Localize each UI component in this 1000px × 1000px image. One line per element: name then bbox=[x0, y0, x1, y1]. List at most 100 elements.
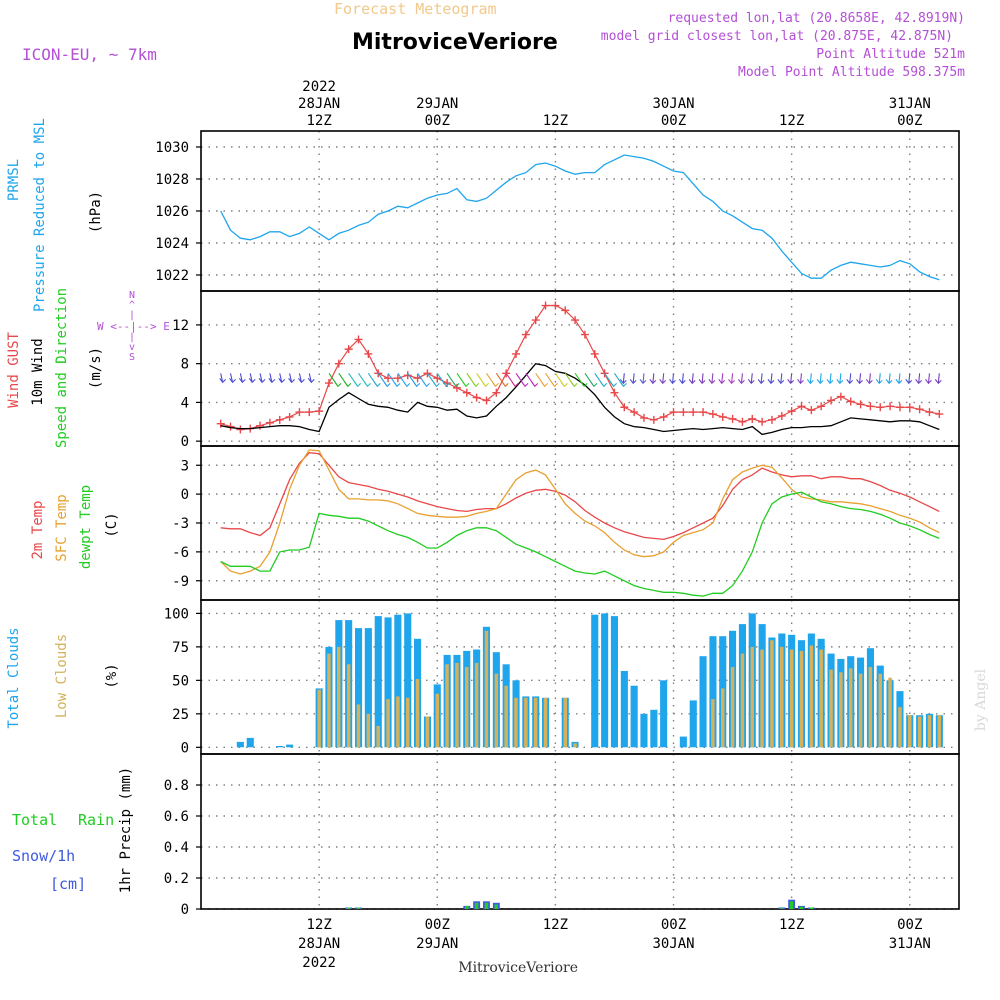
gust-marker bbox=[393, 374, 402, 383]
wind-direction-arrow bbox=[934, 373, 942, 385]
wind-direction-arrow bbox=[417, 373, 430, 388]
y-label-unit: (%) bbox=[104, 663, 120, 688]
gust-marker bbox=[748, 414, 757, 423]
gust-marker bbox=[738, 417, 747, 426]
gust-marker bbox=[531, 316, 540, 325]
wind-direction-arrow bbox=[875, 373, 883, 385]
wind-direction-arrow bbox=[885, 373, 893, 385]
wind-direction-arrow bbox=[298, 373, 305, 384]
wind-direction-arrow bbox=[698, 373, 706, 385]
wind-direction-arrow bbox=[574, 373, 588, 388]
gust-marker bbox=[344, 345, 353, 354]
y-tick-label: -6 bbox=[172, 545, 189, 561]
wind-direction-arrow bbox=[377, 373, 391, 388]
wind-direction-arrow bbox=[288, 373, 295, 384]
low-cloud-bar bbox=[327, 653, 331, 748]
wind-direction-arrow bbox=[678, 373, 686, 385]
low-cloud-bar bbox=[730, 667, 735, 748]
gust-marker bbox=[866, 402, 875, 411]
low-cloud-bar bbox=[780, 646, 784, 748]
gust-marker bbox=[699, 408, 708, 417]
gust-marker bbox=[817, 402, 826, 411]
total-cloud-bar bbox=[660, 680, 668, 748]
gust-marker bbox=[915, 405, 924, 414]
low-cloud-bar bbox=[848, 668, 853, 748]
gust-marker bbox=[886, 402, 895, 411]
gust-marker bbox=[590, 349, 599, 358]
low-cloud-bar bbox=[721, 688, 725, 748]
gust-marker bbox=[767, 415, 776, 424]
top-time-label: 2022 bbox=[302, 79, 336, 95]
low-cloud-bar bbox=[573, 743, 577, 748]
requested-coords: requested lon,lat (20.8658E, 42.8919N) bbox=[668, 11, 965, 26]
gust-marker bbox=[541, 301, 550, 310]
low-cloud-bar bbox=[927, 715, 932, 748]
bottom-time-label: 31JAN bbox=[889, 936, 931, 952]
wind-direction-arrow bbox=[268, 373, 276, 384]
rain-bar bbox=[494, 904, 498, 909]
compass-north: N bbox=[129, 290, 135, 301]
y-label-precip: 1hr Precip (mm) bbox=[118, 767, 134, 893]
gust-marker bbox=[718, 412, 727, 421]
wind-direction-arrow bbox=[718, 373, 726, 385]
faint-title: Forecast Meteogram bbox=[334, 0, 497, 18]
low-cloud-bar bbox=[563, 697, 567, 748]
gust-marker bbox=[462, 388, 471, 397]
y-tick-label: 0.6 bbox=[164, 809, 189, 825]
total-cloud-bar bbox=[591, 614, 599, 748]
gust-marker bbox=[777, 411, 786, 420]
gust-marker bbox=[561, 306, 570, 315]
low-cloud-bar bbox=[711, 699, 715, 748]
gust-marker bbox=[275, 415, 284, 424]
wind-direction-arrow bbox=[846, 373, 854, 385]
wind-direction-arrow bbox=[806, 373, 814, 385]
gust-marker bbox=[708, 410, 717, 419]
wind-direction-arrow bbox=[629, 373, 637, 385]
low-cloud-bar bbox=[878, 673, 882, 748]
panel-frame bbox=[200, 753, 960, 910]
wind-direction-arrow bbox=[747, 373, 755, 385]
gust-marker bbox=[236, 425, 245, 434]
top-time-label: 28JAN bbox=[298, 96, 340, 112]
bottom-time-label: 00Z bbox=[897, 917, 922, 933]
rain-bar bbox=[346, 907, 351, 909]
y-tick-label: 1022 bbox=[155, 268, 189, 284]
low-cloud-bar bbox=[888, 677, 892, 748]
wind-direction-arrow bbox=[248, 373, 256, 384]
gust-marker bbox=[600, 369, 609, 378]
gust-marker bbox=[689, 408, 698, 417]
gust-marker bbox=[354, 335, 363, 344]
rain-bar bbox=[780, 908, 784, 909]
wind-direction-arrow bbox=[426, 373, 440, 388]
wind-direction-arrow bbox=[619, 373, 627, 385]
gust-marker bbox=[807, 406, 816, 415]
top-time-label: 31JAN bbox=[889, 96, 931, 112]
low-cloud-bar bbox=[474, 662, 479, 748]
bottom-time-label: 2022 bbox=[302, 955, 336, 971]
low-cloud-bar bbox=[937, 715, 941, 748]
wind-direction-arrow bbox=[476, 373, 490, 388]
y-label-dewpt-temp: dewpt Temp bbox=[78, 485, 94, 569]
gust-marker bbox=[324, 379, 333, 388]
low-cloud-bar bbox=[386, 699, 390, 748]
y-tick-label: -9 bbox=[172, 574, 189, 590]
y-tick-label: 4 bbox=[181, 395, 189, 411]
wind-direction-arrow bbox=[865, 373, 873, 385]
total-cloud-bar bbox=[364, 628, 372, 748]
bottom-time-label: 00Z bbox=[661, 917, 686, 933]
compass-south: | bbox=[129, 332, 135, 343]
gust-marker bbox=[630, 408, 639, 417]
panel-frame bbox=[200, 290, 960, 447]
y-label-prmsl: PRMSL bbox=[6, 159, 22, 201]
wind-direction-arrow bbox=[466, 373, 480, 388]
gust-marker bbox=[364, 349, 373, 358]
gust-marker bbox=[758, 417, 767, 426]
total-cloud-bar bbox=[679, 736, 687, 748]
y-label-unit: (hPa) bbox=[88, 191, 104, 233]
low-cloud-bar bbox=[317, 689, 321, 748]
temp-2m-line bbox=[220, 452, 940, 541]
gust-marker bbox=[905, 403, 914, 412]
low-cloud-bar bbox=[760, 649, 764, 748]
low-cloud-bar bbox=[425, 716, 430, 748]
y-tick-label: 100 bbox=[164, 606, 189, 622]
